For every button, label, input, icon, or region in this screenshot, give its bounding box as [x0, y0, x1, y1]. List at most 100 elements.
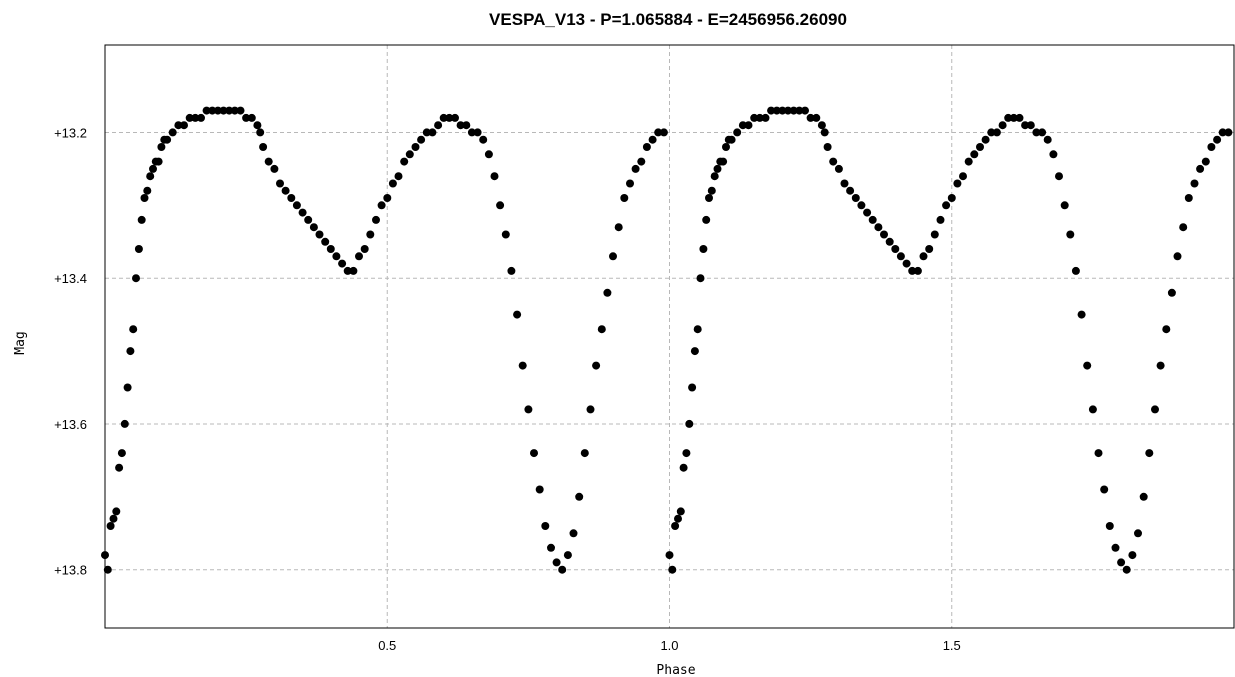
data-point — [1105, 522, 1114, 530]
data-point — [817, 121, 826, 130]
data-point — [185, 113, 194, 122]
x-axis-label: Phase — [656, 663, 695, 677]
data-point — [690, 347, 699, 356]
data-point — [970, 150, 979, 159]
data-point — [727, 135, 736, 144]
y-tick-label: +13.6 — [54, 417, 87, 432]
y-axis-ticks: +13.2 +13.4 +13.6 +13.8 — [54, 125, 87, 577]
data-point — [820, 128, 829, 137]
data-point — [377, 201, 386, 210]
data-point — [530, 449, 538, 458]
data-point — [422, 128, 431, 137]
data-point — [247, 113, 256, 122]
data-point — [134, 245, 143, 253]
data-point — [654, 128, 663, 137]
data-point — [462, 121, 471, 130]
data-point — [1043, 135, 1052, 144]
data-point — [298, 208, 307, 217]
data-point — [722, 143, 730, 151]
data-point — [388, 179, 397, 188]
data-point — [840, 179, 849, 188]
data-point — [603, 288, 612, 297]
data-point — [806, 113, 815, 122]
y-tick-label: +13.4 — [54, 271, 87, 286]
data-point — [1213, 135, 1222, 144]
data-point — [143, 186, 152, 195]
data-point — [789, 106, 798, 115]
data-point — [659, 128, 668, 137]
data-point — [174, 121, 183, 130]
data-point — [366, 230, 375, 239]
data-point — [137, 215, 146, 224]
data-point — [332, 252, 341, 261]
data-point — [857, 201, 866, 210]
data-point — [1004, 113, 1013, 122]
data-point — [1167, 288, 1176, 297]
data-point — [1026, 121, 1035, 130]
data-point — [1038, 128, 1047, 137]
data-point — [679, 463, 688, 472]
data-point — [1179, 223, 1188, 232]
data-point — [1071, 266, 1080, 275]
data-point — [242, 113, 251, 122]
data-point — [103, 565, 112, 574]
data-point — [846, 186, 855, 195]
data-point — [750, 113, 759, 122]
data-point — [355, 252, 363, 261]
data-point — [851, 194, 860, 202]
data-point — [552, 558, 561, 567]
data-point — [580, 449, 589, 458]
data-point — [1049, 150, 1058, 159]
data-point — [208, 106, 217, 115]
data-point — [132, 274, 140, 283]
data-point — [518, 361, 527, 370]
data-point — [490, 172, 499, 181]
data-point — [707, 186, 716, 195]
data-point — [1021, 121, 1030, 130]
data-point — [106, 522, 115, 530]
data-point — [1134, 529, 1142, 538]
data-point — [719, 157, 728, 166]
data-point — [101, 551, 109, 560]
data-point — [614, 223, 623, 232]
data-point — [696, 274, 705, 283]
data-point — [1156, 361, 1165, 370]
data-point — [801, 106, 809, 115]
data-point — [445, 113, 454, 122]
data-point — [868, 215, 877, 224]
data-point — [417, 135, 426, 144]
data-point — [772, 106, 781, 115]
data-point — [919, 252, 928, 261]
data-point — [1184, 194, 1193, 202]
data-point — [501, 230, 510, 239]
data-point — [685, 419, 694, 428]
data-point — [823, 143, 832, 151]
data-point — [439, 113, 448, 122]
data-point — [149, 164, 157, 173]
data-point — [702, 215, 711, 224]
data-point — [710, 172, 719, 181]
data-point — [863, 208, 872, 217]
data-point — [287, 194, 296, 202]
data-point — [834, 164, 843, 173]
data-point — [411, 143, 420, 151]
data-point — [755, 113, 764, 122]
data-point — [609, 252, 617, 261]
data-point — [575, 492, 584, 501]
data-point — [738, 121, 747, 130]
plot-frame — [104, 44, 1235, 629]
data-point — [1162, 325, 1171, 334]
data-point — [913, 266, 922, 275]
data-point — [405, 150, 414, 159]
data-point — [880, 230, 888, 239]
data-point — [1196, 164, 1205, 173]
data-point — [795, 106, 804, 115]
data-point — [674, 514, 682, 523]
data-point — [1088, 405, 1097, 414]
data-point — [1060, 201, 1069, 210]
data-point — [784, 106, 792, 115]
data-point — [547, 543, 555, 552]
data-point — [1117, 558, 1126, 567]
data-point — [129, 325, 138, 334]
data-point — [761, 113, 770, 122]
